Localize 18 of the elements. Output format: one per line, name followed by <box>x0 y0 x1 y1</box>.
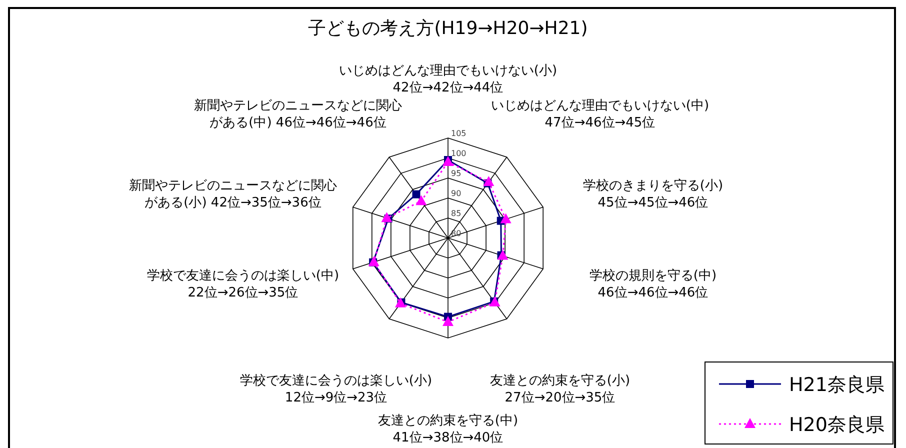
spoke-label: 学校で友達に会うのは楽しい(小) 12位→9位→23位 <box>240 374 432 406</box>
spoke-label: 学校で友達に会うのは楽しい(中) 22位→26位→35位 <box>146 268 340 301</box>
y-tick-label: 105 <box>451 129 466 138</box>
y-tick-label: 100 <box>451 149 466 158</box>
y-tick-label: 95 <box>451 169 462 178</box>
legend-label: H20奈良県 <box>789 414 884 436</box>
y-tick-label: 90 <box>451 189 462 198</box>
chart-title: 子どもの考え方(H19→H20→H21) <box>308 18 588 39</box>
spoke-label: 学校のきまりを守る(小) 45位→45位→46位 <box>582 178 724 211</box>
spoke-label: 友達との約束を守る(中) 41位→38位→40位 <box>378 414 518 446</box>
y-tick-label: 85 <box>451 209 462 218</box>
spoke-label: 新聞やテレビのニュースなどに関心がある(小) 42位→35位→36位 <box>129 178 337 211</box>
spoke-label: 学校の規則を守る(中) 46位→46位→46位 <box>589 268 717 301</box>
legend-label: H21奈良県 <box>789 374 884 396</box>
spoke-label: いじめはどんな理由でもいけない(中) 47位→46位→45位 <box>490 98 710 131</box>
spoke-label: 新聞やテレビのニュースなどに関心がある(中) 46位→46位→46位 <box>194 98 402 131</box>
spoke-label: 友達との約束を守る(小) 27位→20位→35位 <box>490 374 630 406</box>
spoke-label: いじめはどんな理由でもいけない(小) 42位→42位→44位 <box>338 64 558 96</box>
